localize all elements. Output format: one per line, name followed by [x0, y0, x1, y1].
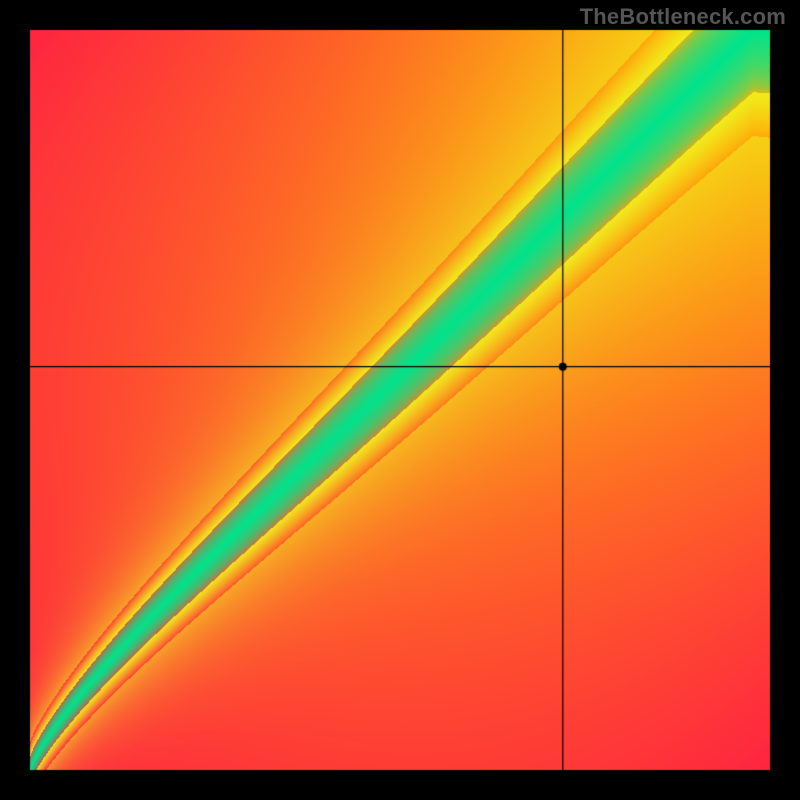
chart-container: TheBottleneck.com [0, 0, 800, 800]
watermark-text: TheBottleneck.com [580, 4, 786, 30]
bottleneck-heatmap-canvas [0, 0, 800, 800]
